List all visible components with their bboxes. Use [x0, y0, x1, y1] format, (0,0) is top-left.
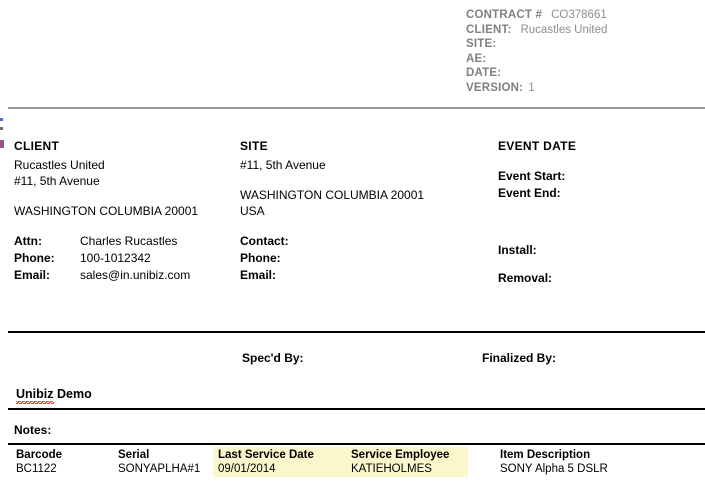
meta-value-date — [501, 67, 510, 79]
signature-divider-rule — [8, 408, 705, 410]
install-removal-gap — [498, 259, 698, 270]
table-header-rule — [8, 443, 705, 445]
meta-row-site: SITE: — [466, 37, 701, 52]
site-contact-row-email: Email: — [240, 267, 490, 284]
install-label: Install: — [498, 243, 537, 257]
client-contact-row-attn: Attn: Charles Rucastles — [14, 233, 234, 250]
client-address-gap — [14, 189, 234, 203]
client-contact-row-email: Email: sales@in.unibiz.com — [14, 267, 234, 284]
meta-label-client: CLIENT: — [466, 23, 512, 36]
site-contact-label: Contact: — [240, 234, 289, 248]
meta-value-version: 1 — [528, 81, 535, 94]
site-contact-table: Contact: Phone: Email: — [240, 233, 490, 284]
specd-by-label: Spec'd By: — [242, 351, 304, 365]
meta-value-client: Rucastles United — [520, 23, 608, 36]
event-start-label: Event Start: — [498, 169, 566, 183]
service-columns-highlight — [213, 447, 468, 477]
site-city-line: WASHINGTON COLUMBIA 20001 — [240, 188, 425, 202]
meta-label-site: SITE: — [466, 38, 497, 51]
site-column: SITE #11, 5th Avenue WASHINGTON COLUMBIA… — [240, 138, 490, 284]
details-divider-rule — [8, 331, 705, 333]
event-date-heading: EVENT DATE — [498, 139, 577, 153]
contract-meta-block: CONTRACT # CO378661 CLIENT: Rucastles Unit… — [466, 8, 701, 96]
client-attn-value: Charles Rucastles — [80, 234, 178, 248]
site-contact-row-phone: Phone: — [240, 250, 490, 267]
header-divider-rule — [8, 107, 705, 109]
client-city-line: WASHINGTON COLUMBIA 20001 — [14, 204, 199, 218]
table-header-last-service-date: Last Service Date — [218, 449, 314, 461]
table-header-barcode: Barcode — [16, 449, 63, 461]
table-header-item-description: Item Description — [500, 449, 591, 461]
client-phone-label: Phone: — [14, 251, 55, 265]
event-middle-gap — [498, 202, 698, 242]
table-cell-item-description: SONY Alpha 5 DSLR — [500, 463, 608, 475]
table-header-serial: Serial — [118, 449, 150, 461]
client-street: #11, 5th Avenue — [14, 174, 100, 188]
client-email-label: Email: — [14, 268, 51, 282]
removal-label: Removal: — [498, 271, 553, 285]
client-contact-table: Attn: Charles Rucastles Phone: 100-10123… — [14, 233, 234, 284]
event-heading-gap — [498, 157, 698, 168]
table-cell-barcode: BC1122 — [16, 463, 57, 475]
company-name: Unibiz Demo — [16, 387, 92, 404]
event-date-column: EVENT DATE Event Start: Event End: Insta… — [498, 138, 698, 287]
site-street: #11, 5th Avenue — [240, 158, 326, 172]
meta-value-contract: CO378661 — [551, 9, 607, 21]
edge-artifact-marker — [0, 127, 3, 130]
client-name: Rucastles United — [14, 158, 105, 172]
table-cell-serial: SONYAPLHA#1 — [118, 463, 201, 475]
site-contact-row-contact: Contact: — [240, 233, 490, 250]
meta-value-site — [496, 38, 505, 50]
site-country: USA — [240, 204, 265, 218]
meta-row-date: DATE: — [466, 66, 701, 81]
company-name-rest: Demo — [53, 387, 92, 401]
table-header-service-employee: Service Employee — [351, 449, 450, 461]
meta-row-contract: CONTRACT # CO378661 — [466, 8, 701, 23]
site-phone-label: Phone: — [240, 251, 281, 265]
finalized-by-label: Finalized By: — [482, 351, 557, 365]
company-name-misspelled-word: Unibiz — [16, 387, 54, 404]
site-email-label: Email: — [240, 268, 277, 282]
notes-label: Notes: — [14, 423, 52, 437]
client-heading: CLIENT — [14, 139, 60, 153]
meta-row-version: VERSION: 1 — [466, 81, 701, 96]
meta-label-ae: AE: — [466, 52, 487, 65]
client-column: CLIENT Rucastles United #11, 5th Avenue … — [14, 138, 234, 284]
meta-row-ae: AE: — [466, 52, 701, 67]
meta-row-client: CLIENT: Rucastles United — [466, 23, 701, 38]
meta-label-version: VERSION: — [466, 81, 524, 94]
site-address-gap — [240, 173, 490, 187]
table-cell-last-service-date: 09/01/2014 — [218, 463, 276, 475]
site-heading: SITE — [240, 139, 268, 153]
edge-artifact-marker — [0, 118, 3, 121]
meta-label-date: DATE: — [466, 67, 502, 80]
client-phone-value: 100-1012342 — [80, 251, 151, 265]
meta-value-ae — [486, 53, 495, 65]
item-table: Barcode Serial Last Service Date Service… — [0, 447, 705, 481]
client-contact-row-phone: Phone: 100-1012342 — [14, 250, 234, 267]
edge-artifact-marker — [0, 140, 4, 148]
event-end-label: Event End: — [498, 186, 561, 200]
client-attn-label: Attn: — [14, 234, 42, 248]
meta-label-contract: CONTRACT # — [466, 9, 543, 21]
client-email-value: sales@in.unibiz.com — [80, 268, 191, 282]
table-cell-service-employee: KATIEHOLMES — [351, 463, 432, 475]
